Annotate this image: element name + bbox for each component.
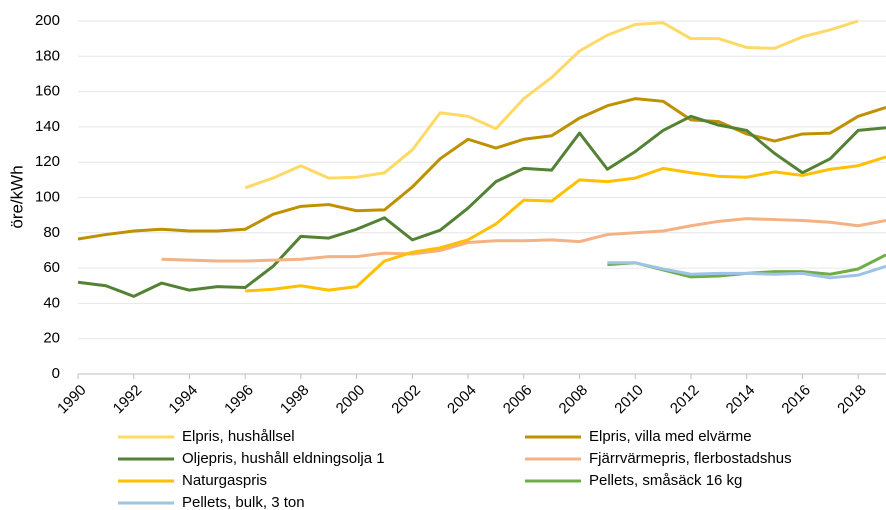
y-tick-label: 80 [43, 224, 60, 241]
series-line [607, 261, 886, 280]
y-tick-label: 180 [35, 47, 60, 64]
x-tick-label: 2016 [778, 382, 814, 418]
x-tick-label: 2006 [500, 382, 536, 418]
y-tick-label: 120 [35, 153, 60, 170]
x-tick-label: 2000 [333, 382, 369, 418]
y-tick-label: 40 [43, 294, 60, 311]
x-tick-label: 2018 [834, 382, 870, 418]
legend-label: Elpris, hushållsel [182, 428, 295, 445]
legend-label: Pellets, bulk, 3 ton [182, 494, 305, 510]
y-tick-label: 200 [35, 12, 60, 29]
x-tick-label: 2014 [723, 382, 759, 418]
series-line [77, 114, 886, 298]
x-tick-label: 2002 [388, 382, 424, 418]
y-tick-label: 0 [52, 365, 60, 382]
legend-label: Elpris, villa med elvärme [589, 428, 752, 445]
legend-label: Pellets, småsäck 16 kg [589, 472, 742, 489]
x-tick-label: 1994 [165, 382, 201, 418]
x-tick-label: 2012 [667, 382, 703, 418]
legend-label: Oljepris, hushåll eldningsolja 1 [182, 450, 385, 467]
x-tick-label: 1996 [221, 382, 257, 418]
x-tick-label: 2004 [444, 382, 480, 418]
x-tick-label: 2008 [556, 382, 592, 418]
y-axis-label: öre/kWh [7, 165, 26, 228]
y-tick-label: 60 [43, 259, 60, 276]
x-tick-label: 1998 [277, 382, 313, 418]
x-tick-label: 1992 [110, 382, 146, 418]
legend-label: Fjärrvärmepris, flerbostadshus [589, 450, 792, 467]
series-line [244, 19, 859, 190]
legend-label: Naturgaspris [182, 472, 267, 489]
y-tick-label: 100 [35, 188, 60, 205]
series-line [245, 155, 886, 293]
y-tick-label: 20 [43, 330, 60, 347]
x-tick-label: 1990 [54, 382, 90, 418]
series-line [161, 217, 886, 263]
x-tick-label: 2010 [611, 382, 647, 418]
y-tick-label: 160 [35, 83, 60, 100]
y-tick-label: 140 [35, 118, 60, 135]
